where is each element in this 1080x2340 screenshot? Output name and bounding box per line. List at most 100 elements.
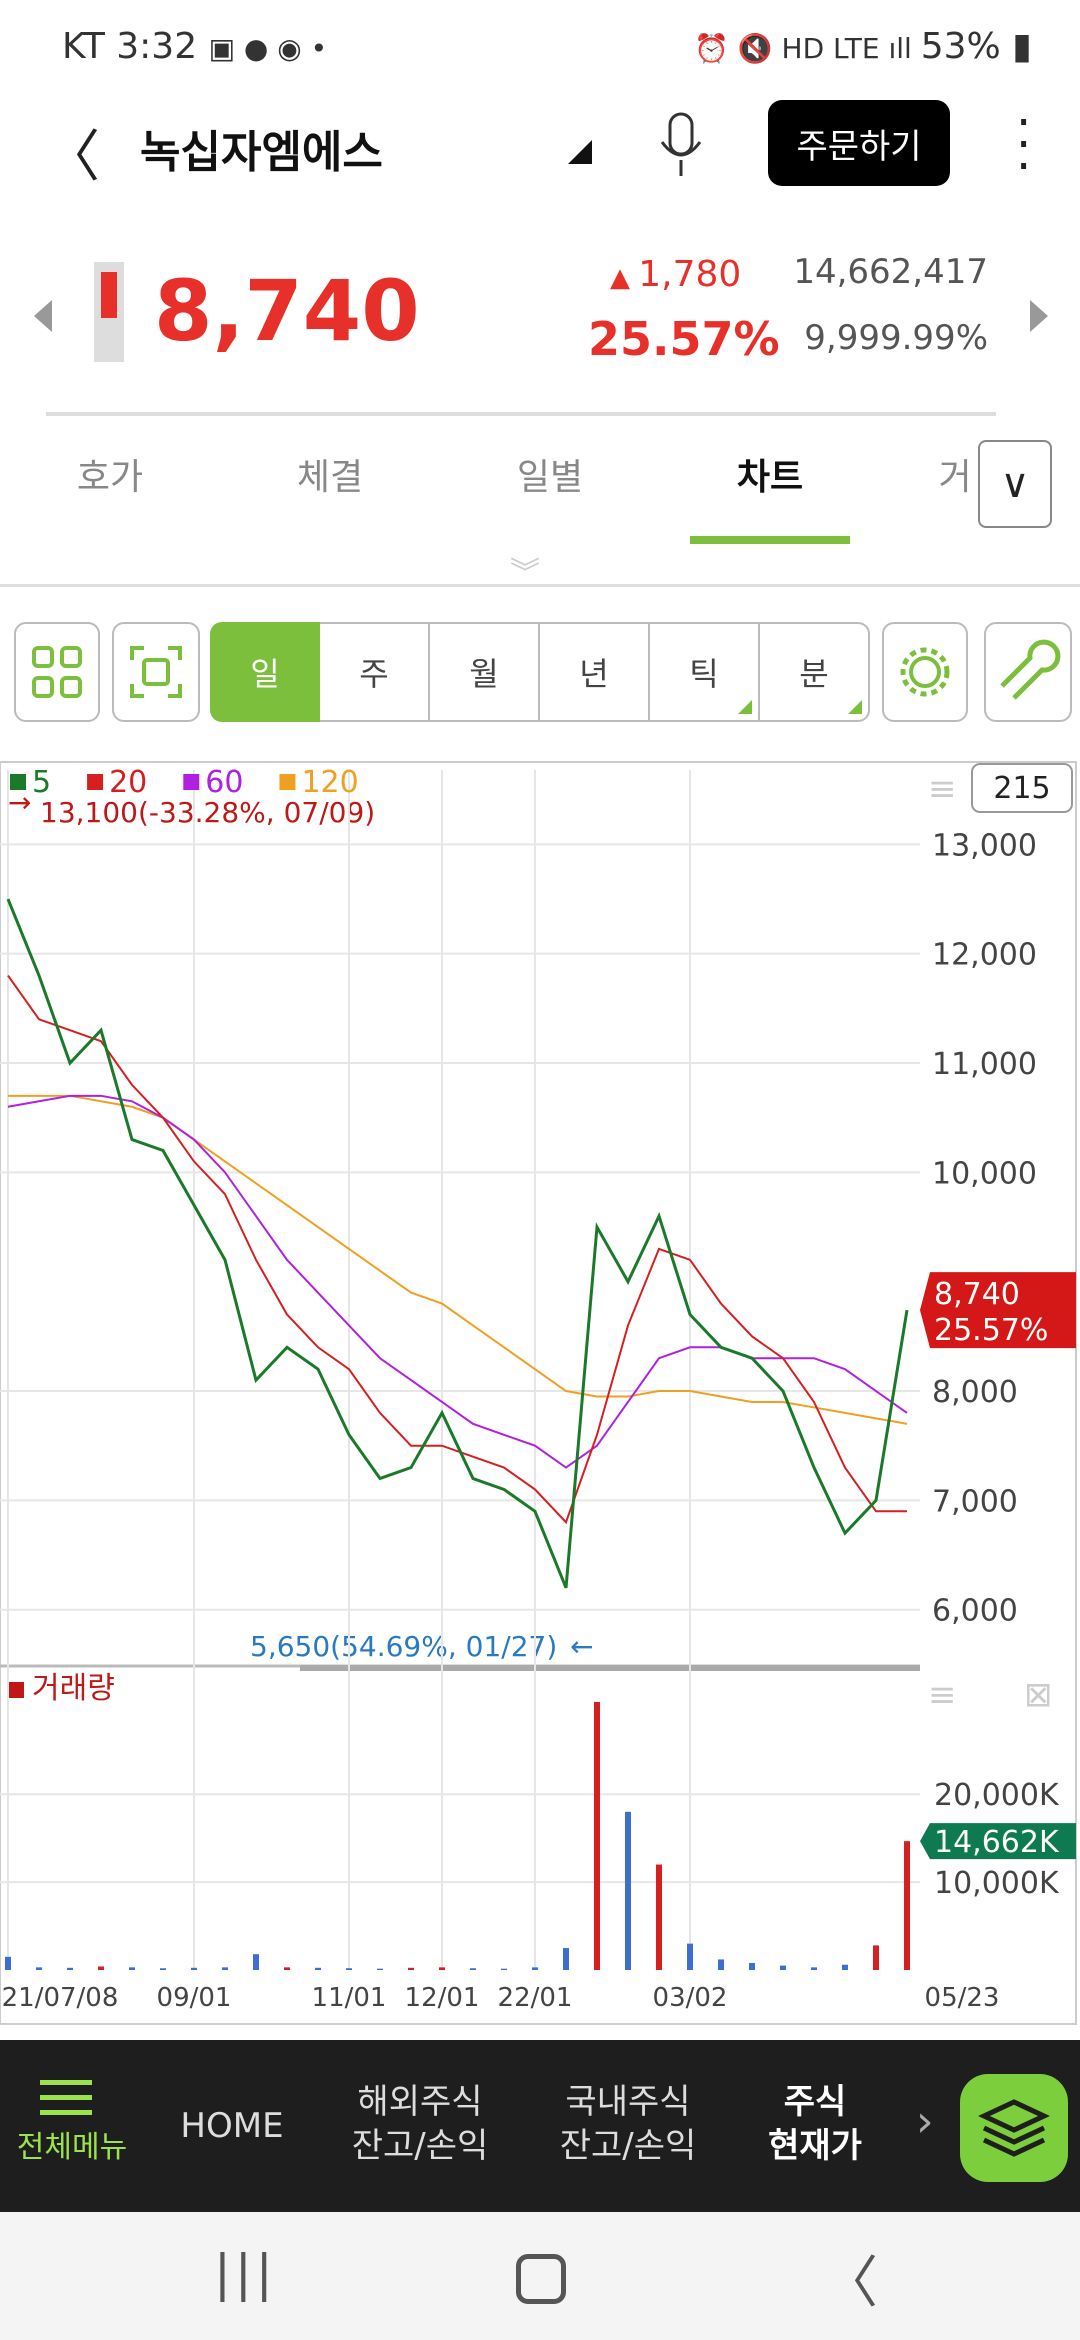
nav-more[interactable]: › bbox=[916, 2096, 934, 2147]
x-tick-label: 09/01 bbox=[157, 1983, 232, 2013]
status-left: KT 3:32 ▣ ● ◉ • bbox=[62, 26, 328, 67]
nav-item[interactable]: HOME bbox=[180, 2104, 283, 2148]
settings-button[interactable] bbox=[882, 622, 968, 722]
mini-candle-bg bbox=[94, 262, 124, 362]
volume-bar bbox=[284, 1967, 290, 1970]
volume-bar bbox=[439, 1967, 445, 1970]
x-tick-label: 03/02 bbox=[653, 1983, 728, 2013]
title-dropdown[interactable] bbox=[568, 140, 592, 164]
mic-icon[interactable] bbox=[656, 112, 706, 178]
legend-label: 20 bbox=[109, 765, 147, 800]
volume-bar bbox=[98, 1966, 104, 1970]
count-box[interactable] bbox=[971, 763, 1073, 813]
more-menu[interactable]: · · · bbox=[1016, 95, 1032, 195]
volume-bar bbox=[5, 1956, 11, 1970]
x-tick-label: 22/01 bbox=[498, 1983, 573, 2013]
period-button[interactable]: 년 bbox=[540, 622, 650, 722]
count-text: 215 bbox=[993, 771, 1050, 806]
period-button[interactable]: 주 bbox=[320, 622, 430, 722]
back-button[interactable]: 〈 bbox=[44, 125, 100, 190]
x-tick-label: 12/01 bbox=[405, 1983, 480, 2013]
layers-button[interactable] bbox=[960, 2074, 1068, 2182]
y-tick-label: 10,000 bbox=[932, 1156, 1037, 1191]
volume-bar bbox=[842, 1964, 848, 1970]
volume-bar bbox=[315, 1967, 321, 1970]
legend-swatch bbox=[183, 774, 200, 790]
fullscreen-button[interactable] bbox=[112, 622, 200, 722]
period-button[interactable]: 분 bbox=[760, 622, 870, 722]
nav-label: 잔고/손익 bbox=[559, 2126, 697, 2166]
volume-bar bbox=[687, 1943, 693, 1970]
carrier: KT bbox=[62, 26, 105, 67]
period-button[interactable]: 일 bbox=[210, 622, 320, 722]
volume-total: 14,662,417 bbox=[793, 252, 988, 292]
volume-bar bbox=[501, 1968, 507, 1970]
next-arrow[interactable] bbox=[1030, 300, 1048, 332]
high-arrow: → bbox=[8, 786, 31, 819]
nav-label: 주식 bbox=[783, 2082, 847, 2122]
volume-legend: 거래량 bbox=[32, 1671, 115, 1706]
collapse-handle[interactable]: ︾ bbox=[510, 556, 540, 591]
pane-menu[interactable]: ≡ bbox=[928, 1675, 957, 1715]
back-key[interactable]: 〈 bbox=[822, 2251, 878, 2316]
grid-button[interactable] bbox=[14, 622, 100, 722]
separator bbox=[0, 584, 1080, 587]
volume-bar bbox=[873, 1945, 879, 1970]
nav-item[interactable]: 전체메뉴 bbox=[17, 2126, 127, 2170]
volume-bar bbox=[625, 1811, 631, 1970]
y-tick-label: 6,000 bbox=[932, 1594, 1018, 1629]
volume-bar bbox=[563, 1948, 569, 1970]
legend-label: 5 bbox=[32, 765, 51, 800]
volume-bar bbox=[408, 1967, 414, 1970]
tab[interactable]: 거 bbox=[938, 457, 972, 498]
legend-swatch bbox=[279, 774, 296, 790]
volume-bar bbox=[904, 1841, 910, 1970]
volume-tag-value: 14,662K bbox=[934, 1825, 1060, 1860]
tab[interactable]: 체결 bbox=[296, 457, 364, 498]
volume-bar bbox=[222, 1967, 228, 1970]
nav-item[interactable]: 주식 현재가 bbox=[768, 2080, 862, 2168]
nav-label: 국내주식 bbox=[565, 2082, 691, 2122]
status-right: ⏰ 🔇 HD LTE ıll 53% ▮ bbox=[693, 26, 1032, 67]
tab[interactable]: 차트 bbox=[736, 457, 804, 498]
menu-icon[interactable] bbox=[40, 2080, 92, 2115]
y-tick-label: 12,000 bbox=[932, 938, 1037, 973]
nav-label: 전체메뉴 bbox=[16, 2130, 128, 2165]
chart-frame bbox=[0, 761, 1077, 2025]
tab[interactable]: 호가 bbox=[76, 457, 144, 498]
volume-bar bbox=[470, 1968, 476, 1970]
ratio: 9,999.99% bbox=[804, 318, 988, 358]
pane-menu[interactable]: ≡ bbox=[928, 769, 957, 809]
volume-bar bbox=[36, 1967, 42, 1970]
price: 8,740 bbox=[154, 262, 420, 360]
y-tick-label: 11,000 bbox=[932, 1047, 1037, 1082]
battery: 53% bbox=[920, 26, 1001, 67]
nav-item[interactable]: 해외주식 잔고/손익 bbox=[352, 2080, 489, 2168]
nav-label: 현재가 bbox=[768, 2126, 862, 2166]
order-button[interactable]: 주문하기 bbox=[768, 100, 950, 186]
price-tag-pct: 25.57% bbox=[934, 1313, 1048, 1348]
low-arrow: ← bbox=[570, 1630, 593, 1663]
nav-item[interactable]: 국내주식 잔고/손익 bbox=[560, 2080, 697, 2168]
sub-menu-mark bbox=[848, 700, 862, 714]
tab[interactable]: 일별 bbox=[516, 457, 584, 498]
legend-swatch bbox=[10, 774, 26, 790]
period-button[interactable]: 월 bbox=[430, 622, 540, 722]
stock-title[interactable]: 녹십자엠에스 bbox=[140, 127, 383, 178]
prev-arrow[interactable] bbox=[34, 300, 52, 332]
sub-menu-mark bbox=[738, 700, 752, 714]
price-tag-value: 8,740 bbox=[934, 1277, 1020, 1312]
pane-close[interactable]: ⊠ bbox=[1024, 1675, 1053, 1715]
period-button[interactable]: 틱 bbox=[650, 622, 760, 722]
recent-apps[interactable]: ||| bbox=[214, 2244, 277, 2302]
volume-bar bbox=[346, 1968, 352, 1970]
tool-button[interactable] bbox=[984, 622, 1072, 722]
home-key[interactable] bbox=[516, 2254, 566, 2304]
volume-tag bbox=[920, 1823, 1076, 1860]
volume-bar bbox=[377, 1968, 383, 1970]
tab-expand[interactable]: ∨ bbox=[978, 440, 1052, 528]
system-nav bbox=[0, 2212, 1080, 2340]
volume-tick-label: 10,000K bbox=[934, 1866, 1060, 1901]
x-tick-label: 21/07/08 bbox=[2, 1983, 119, 2013]
